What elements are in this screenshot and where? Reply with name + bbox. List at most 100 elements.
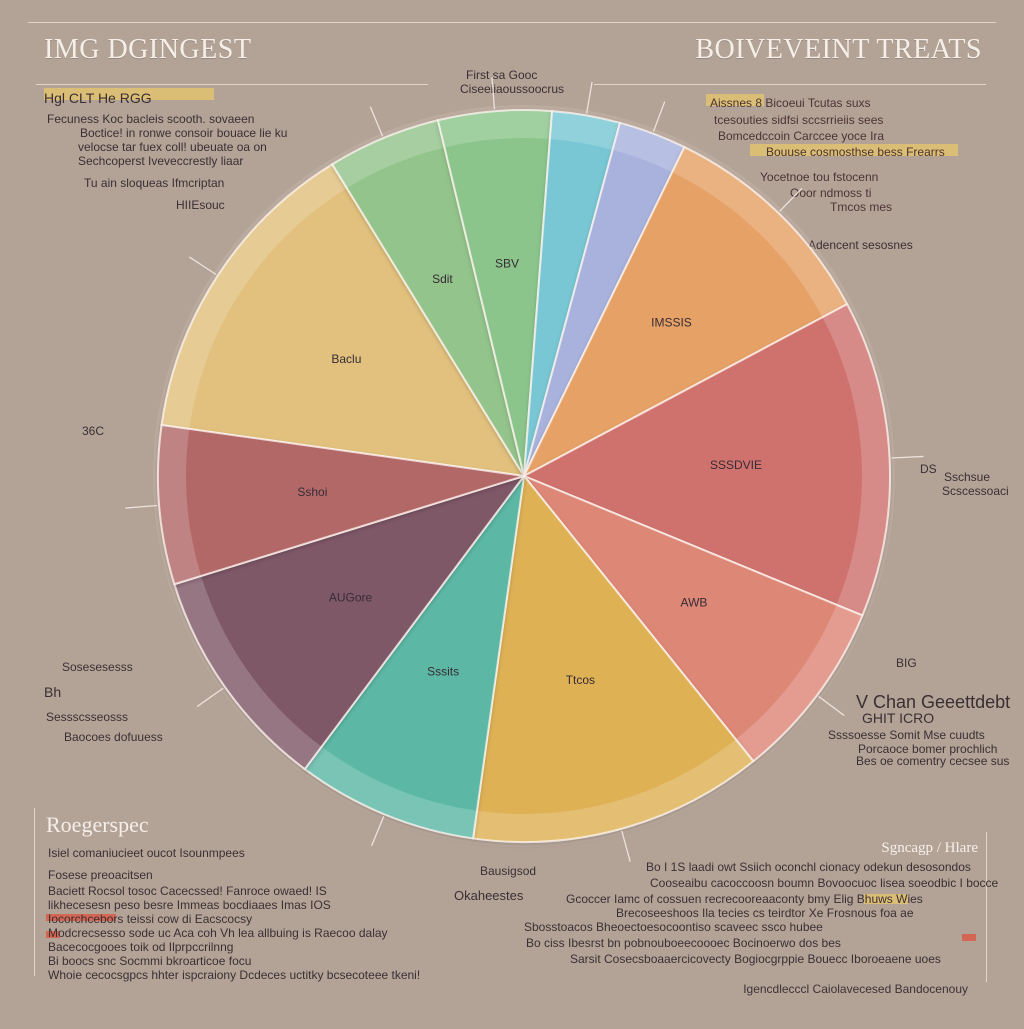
bottom-center-line-1: Bausigsod (480, 864, 537, 878)
right-panel-line-3: Bomcedccoin Carccee yoce Ira (718, 129, 885, 143)
pie-slice-ring-3 (437, 109, 553, 148)
left-panel-line-2: Boctice! in ronwe consoir bouace lie ku (80, 126, 288, 140)
bottom-right-line-2: Cooseaibu cacoccoosn boumn Bovoocuoc lis… (650, 876, 999, 890)
right-callout-line-1: Ssssoesse Somit Mse cuudts (828, 728, 985, 742)
right-panel-highlight-2 (750, 144, 958, 156)
bottom-left-line-2: Fosese preoacitsen (48, 868, 153, 882)
right-panel-line-4: Bouuse cosmosthse bess Frearrs (766, 145, 945, 159)
pie-slice-ring-6 (672, 147, 848, 318)
pie-leader-11 (196, 687, 224, 708)
left-panel-callout: HIIEsouc (176, 198, 225, 212)
bottom-right-line-5: Sbosstoacos Bheoectoesocoontiso scaveec … (524, 920, 823, 934)
pie-slice-ring-11 (174, 575, 322, 770)
right-mid-label-c: Scscessoaci (942, 484, 1009, 498)
left-lower-label-a: Sosesesesss (62, 660, 133, 674)
pie-leader-8 (818, 695, 845, 717)
pie-leader-9 (621, 830, 631, 862)
pie-slice-label-10: Sssits (427, 664, 459, 678)
bottom-left-title: Roegerspec (46, 812, 149, 837)
bottom-left-line-4: likhecesesn peso besre Immeas bocdiaaes … (48, 898, 331, 912)
pie-slice-ring-9 (473, 739, 754, 842)
bottom-left-redline-2 (46, 931, 60, 938)
top-frame-line (28, 22, 996, 23)
pie-slice-12 (157, 423, 525, 586)
right-panel-line-5: Yocetnoe tou fstocenn (760, 170, 879, 184)
bottom-left-line-7: Bacecocgooes toik od Ilprpccrilnng (48, 940, 234, 954)
left-panel-line-3: velocse tar fuex coll! ubeuate oa on (78, 140, 267, 154)
bottom-right-redline-1 (962, 934, 976, 941)
right-panel-line-1: Aissnes 8 Bicoeui Tcutas suxs (710, 96, 871, 110)
pie-leader-7 (891, 455, 924, 459)
pie-slice-label-2: Sdit (432, 272, 453, 286)
right-panel-line-7: Tmcos mes (830, 200, 893, 214)
left-panel-highlight (44, 88, 214, 100)
left-panel-divider (34, 808, 35, 976)
pie-slice-9 (471, 473, 755, 843)
left-panel-line-5: Tu ain sloqueas Ifmcriptan (84, 176, 225, 190)
pie-slice-label-11: AUGore (329, 591, 373, 605)
right-panel-divider (986, 832, 987, 982)
left-panel-line-4: Sechcoperst Iveveccrestly liaar (78, 154, 244, 168)
pie-slice-8 (523, 475, 864, 763)
pie-leader-12 (125, 504, 158, 509)
bottom-right-title: Sgncagp / Hlare (881, 840, 978, 856)
left-lower-label-b: Bh (44, 684, 62, 700)
pie-slice-10 (303, 475, 525, 840)
pie-slice-label-6: IMSSIS (651, 315, 692, 329)
pie-leader-6 (779, 187, 803, 212)
right-panel-callout: Adencent sesosnes (808, 238, 913, 252)
right-callout-tag: BIG (896, 656, 917, 670)
right-title: BOIVEVEINT TREATS (695, 34, 982, 65)
right-panel-line-2: tcesouties sidfsi sccsrrieiis sees (714, 113, 884, 127)
pie-slice-7 (521, 302, 891, 617)
pie-leader-10 (370, 815, 385, 847)
bottom-right-line-3: Gcoccer Iamc of cossuen recrecooreaacont… (566, 892, 923, 906)
bottom-left-line-3: Baciett Rocsol tosoc Cacecssed! Fanroce … (48, 884, 327, 898)
right-callout-line-3: Bes oe comentry cecsee sus (856, 754, 1010, 768)
pie-leader-1 (188, 256, 217, 276)
top-callout-line-1: First sa Gooc (466, 68, 538, 82)
bottom-right-line-1: Bo I 1S laadi owt Ssiich oconchl cionacy… (646, 860, 971, 874)
pie-slice-ring-7 (822, 304, 890, 616)
pie-slice-11 (173, 474, 527, 771)
bottom-left-line-9: Whoie cecocsgpcs hhter ispcraiony Dcdece… (48, 968, 421, 982)
right-callout-big: V Chan Geeettdebt (856, 692, 1011, 712)
right-mid-label-b: Sschsue (944, 470, 991, 484)
footer-text: Igencdlecccl Caiolavecesed Bandocenouy (743, 982, 968, 996)
pie-slice-label-12: Sshoi (297, 485, 327, 499)
bottom-right-highlight-1 (864, 894, 908, 904)
left-panel-header: Hgl CLT He RGG (44, 90, 152, 106)
right-title-underline (594, 84, 986, 85)
bottom-left-line-1: Isiel comaniucieet oucot Isounmpees (48, 846, 245, 860)
pie-slice-ring-10 (304, 746, 477, 839)
pie-leader-4 (585, 81, 593, 114)
right-callout-mid: GHIT ICRO (862, 710, 935, 726)
bottom-right-line-6: Bo ciss Ibesrst bn pobnouboeecoooec Boci… (526, 936, 841, 950)
pie-slice-1 (160, 162, 526, 478)
left-title-underline (36, 84, 428, 85)
pie-leader-3 (491, 77, 496, 110)
left-lower-label-c: Sessscsseosss (46, 710, 129, 724)
bottom-left-line-5: Iocorchcebors teissi cow di Eacscocsy (48, 912, 253, 926)
bottom-right-line-4: Brecoseeshoos Ila tecies cs teirdtor Xe … (616, 906, 914, 920)
pie-slice-label-9: Ttcos (566, 673, 595, 687)
pie-slice-label-3: SBV (495, 257, 519, 271)
pie-slice-label-8: AWB (681, 595, 708, 609)
left-panel-line-1: Fecuness Koc bacleis scooth. sovaeen (47, 112, 255, 126)
pie-slice-ring-1 (161, 164, 347, 429)
pie-slice-label-1: Baclu (331, 352, 361, 366)
left-title: IMG DGINGEST (44, 34, 252, 65)
top-callout-line-2: Ciseeiiaoussoocrus (460, 82, 565, 96)
left-lower-label-d: Baocoes dofuuess (64, 730, 163, 744)
pie-slice-ring-12 (158, 425, 202, 585)
right-callout-line-2: Porcaoce bomer prochlich (858, 742, 998, 756)
bottom-left-redline-1 (46, 914, 116, 921)
pie-slice-6 (521, 145, 849, 479)
pie-slice-ring-4 (549, 111, 620, 150)
bottom-left-line-8: Bi boocs snc Socmmi bkroarticoe focu (48, 954, 252, 968)
left-mid-label: 36C (82, 424, 105, 438)
pie-slice-ring-5 (612, 122, 685, 173)
right-mid-label-a: DS (920, 462, 937, 476)
